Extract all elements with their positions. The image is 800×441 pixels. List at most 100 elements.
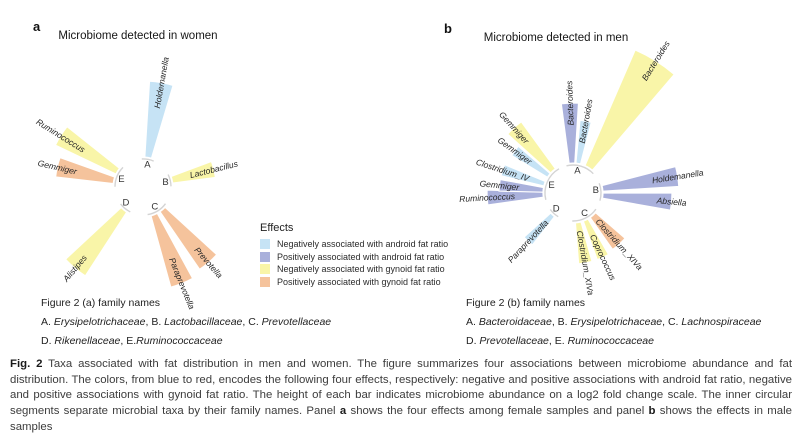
text-segment: Prevotellaceae (261, 316, 332, 328)
family-arc (114, 166, 124, 187)
taxon-wedge (486, 189, 544, 206)
text-segment: , B. (145, 316, 165, 328)
legend-item: Negatively associated with android fat r… (260, 239, 448, 250)
taxon-wedge (170, 160, 217, 184)
taxon-wedge (159, 206, 218, 271)
taxon-label: Bacteroides (564, 80, 576, 126)
text-segment: shows the effects in male samples (10, 405, 792, 433)
text-segment: A. (41, 316, 54, 328)
text-segment: D. (466, 335, 480, 347)
family-letter: C (581, 208, 588, 219)
family-arc (544, 168, 560, 200)
family-names-line: A. Erysipelotrichaceae, B. Lactobacillac… (41, 316, 331, 328)
taxon-label: Ruminococcus (459, 191, 516, 204)
text-segment: Rikenellaceae (54, 335, 121, 347)
taxon-wedge (54, 156, 116, 185)
family-names-b: Figure 2 (b) family names A. Bacteroidac… (466, 297, 761, 354)
family-arc (566, 164, 594, 175)
taxon-wedge (589, 211, 626, 251)
family-letter: E (548, 180, 554, 191)
legend-swatch (260, 276, 270, 287)
text-segment: , E. (548, 335, 568, 347)
family-arc (141, 158, 154, 162)
legend-item: Positively associated with gynoid fat ra… (260, 276, 448, 288)
text-segment: a (339, 405, 347, 418)
text-segment: Fig. 2 (10, 358, 43, 370)
taxon-wedge (523, 212, 556, 246)
text-segment: Erysipelotrichaceae (53, 316, 146, 328)
legend-item-label: Positively associated with android fat r… (277, 251, 445, 262)
family-names-b-heading: Figure 2 (b) family names (466, 297, 586, 309)
panel-b-title: Microbiome detected in men (483, 32, 629, 44)
taxon-wedge (560, 102, 580, 164)
legend-item-label: Positively associated with gynoid fat ra… (277, 276, 441, 287)
text-segment: b (648, 405, 656, 418)
panel-b-label: b (444, 21, 452, 36)
taxon-wedge (510, 145, 552, 179)
taxon-wedge (500, 163, 547, 187)
taxon-wedge (150, 212, 194, 288)
taxon-label: Ruminococcus (34, 117, 87, 155)
text-segment: Erysipelotrichaceae (570, 316, 663, 328)
text-segment: A. (466, 316, 479, 328)
taxon-wedge (498, 178, 545, 193)
legend-swatch (260, 239, 270, 250)
family-names-line: D. Rikenellaceae, E.Ruminococcaceae (41, 335, 331, 347)
legend-item: Negatively associated with gynoid fat ra… (260, 264, 448, 275)
text-segment: , E. (120, 335, 137, 347)
family-letter: B (162, 177, 168, 188)
family-arc (147, 203, 167, 216)
text-segment: Taxa associated with fat distribution in… (10, 358, 792, 418)
legend-item-label: Negatively associated with gynoid fat ra… (277, 264, 445, 275)
text-segment: Prevotellaceae (479, 335, 549, 347)
family-arc (167, 174, 172, 187)
family-names-a: Figure 2 (a) family names A. Erysipelotr… (41, 297, 331, 354)
family-letter: C (151, 202, 158, 213)
radial-bar-charts: HoldemanellaLactobacillusPrevotellaParap… (34, 38, 704, 311)
text-segment: , C. (242, 316, 262, 328)
family-letter: B (593, 185, 599, 196)
taxon-wedge (64, 206, 128, 277)
taxon-wedge (574, 221, 593, 265)
family-names-a-heading: Figure 2 (a) family names (41, 297, 161, 309)
taxon-wedge (584, 49, 676, 172)
taxon-label: Absiella (655, 195, 687, 208)
legend-swatch (260, 264, 270, 275)
text-segment: , B. (551, 316, 571, 328)
taxon-label: Paraprevotella (506, 218, 551, 265)
panel-a-title: Microbiome detected in women (58, 30, 218, 42)
family-arc (572, 208, 597, 222)
taxon-label: Gemmiger (479, 178, 521, 192)
family-names-line: A. Bacteroidaceae, B. Erysipelotrichacea… (466, 316, 761, 328)
family-arc (120, 203, 131, 213)
taxon-wedge (575, 119, 593, 165)
taxon-wedge (582, 218, 610, 261)
taxon-wedge (601, 165, 680, 192)
family-arc (598, 182, 602, 201)
text-segment: shows the four effects among female samp… (346, 405, 649, 418)
text-segment: Lachnospiraceae (681, 316, 762, 328)
figure-caption: Fig. 2 Taxa associated with fat distribu… (10, 357, 792, 436)
text-segment: Ruminococcaceae (567, 335, 654, 347)
family-letter: D (553, 204, 560, 215)
legend-items: Negatively associated with android fat r… (260, 239, 448, 287)
taxon-wedge (54, 125, 121, 175)
text-segment: Bacteroidaceae (478, 316, 552, 328)
panel-a-label: a (33, 19, 41, 34)
text-segment: Lactobacillaceae (164, 316, 243, 328)
legend-item-label: Negatively associated with android fat r… (277, 239, 449, 250)
text-segment: , C. (662, 316, 682, 328)
family-letter: D (122, 197, 129, 208)
family-arc (549, 209, 559, 218)
legend-swatch (260, 251, 270, 262)
text-segment: Ruminococcaceae (136, 335, 223, 347)
legend-title: Effects (260, 222, 294, 234)
family-letter: A (574, 165, 581, 176)
legend-item: Positively associated with android fat r… (260, 251, 448, 263)
text-segment: D. (41, 335, 55, 347)
family-letter: E (118, 174, 124, 185)
effects-legend: Effects Negatively associated with andro… (260, 222, 448, 289)
taxon-wedge (144, 80, 174, 159)
family-letter: A (144, 159, 151, 170)
taxon-wedge (601, 192, 673, 211)
